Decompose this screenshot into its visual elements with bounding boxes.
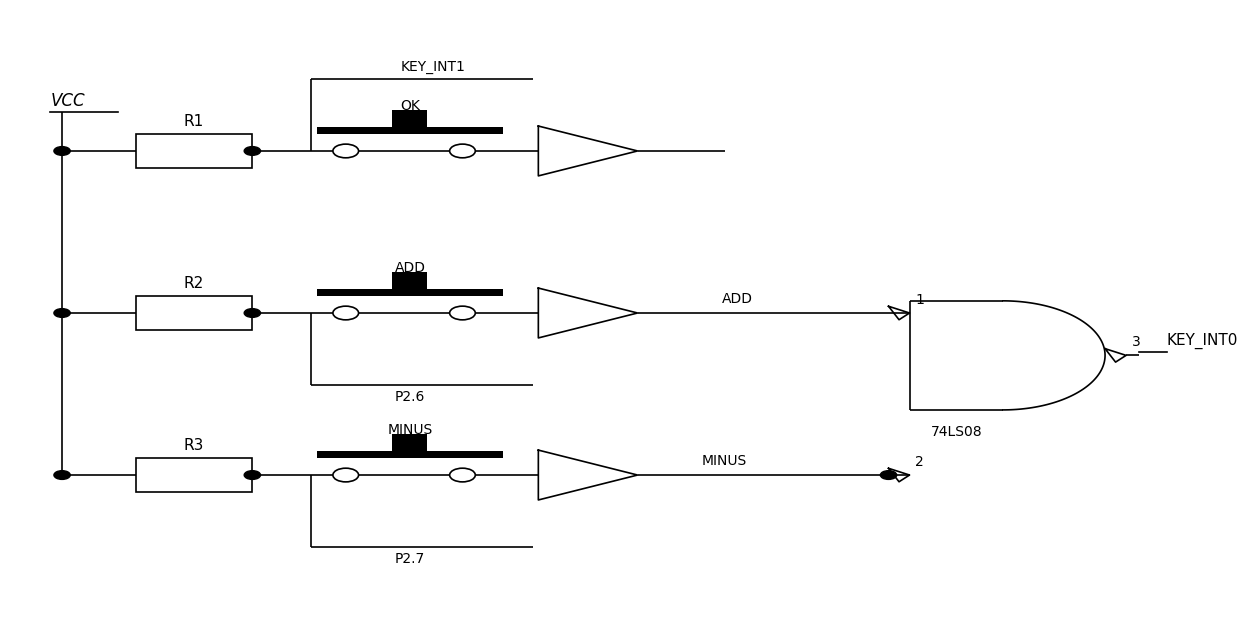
Text: R1: R1 [184, 114, 205, 129]
Circle shape [244, 471, 260, 480]
Text: 2: 2 [915, 455, 924, 469]
Bar [135, 296, 253, 330]
Circle shape [450, 144, 475, 158]
Text: 3: 3 [1132, 335, 1141, 349]
Circle shape [244, 146, 260, 155]
Bar [316, 127, 503, 133]
Circle shape [332, 144, 358, 158]
Circle shape [450, 306, 475, 320]
Bar [316, 289, 503, 295]
Text: OK: OK [401, 99, 420, 113]
Circle shape [332, 468, 358, 482]
Text: MINUS: MINUS [702, 454, 746, 468]
Text: P2.7: P2.7 [394, 552, 425, 566]
Circle shape [53, 309, 71, 317]
Text: R2: R2 [184, 276, 205, 291]
Bar [392, 434, 428, 451]
Circle shape [450, 468, 475, 482]
Bar [392, 272, 428, 289]
Text: MINUS: MINUS [387, 423, 433, 437]
Circle shape [53, 471, 71, 480]
Text: 74LS08: 74LS08 [930, 426, 982, 439]
Text: ADD: ADD [722, 292, 753, 305]
Circle shape [53, 146, 71, 155]
Bar [135, 458, 253, 492]
Bar [135, 134, 253, 168]
Bar [316, 451, 503, 458]
Text: R3: R3 [184, 438, 205, 453]
Text: VCC: VCC [51, 93, 86, 110]
Bar [392, 110, 428, 127]
Circle shape [244, 309, 260, 317]
Text: KEY_INT1: KEY_INT1 [401, 60, 466, 74]
Circle shape [332, 306, 358, 320]
Text: KEY_INT0: KEY_INT0 [1167, 333, 1239, 349]
Text: 1: 1 [915, 293, 924, 307]
Text: ADD: ADD [394, 261, 425, 275]
Circle shape [880, 471, 897, 480]
Text: P2.6: P2.6 [394, 389, 425, 404]
